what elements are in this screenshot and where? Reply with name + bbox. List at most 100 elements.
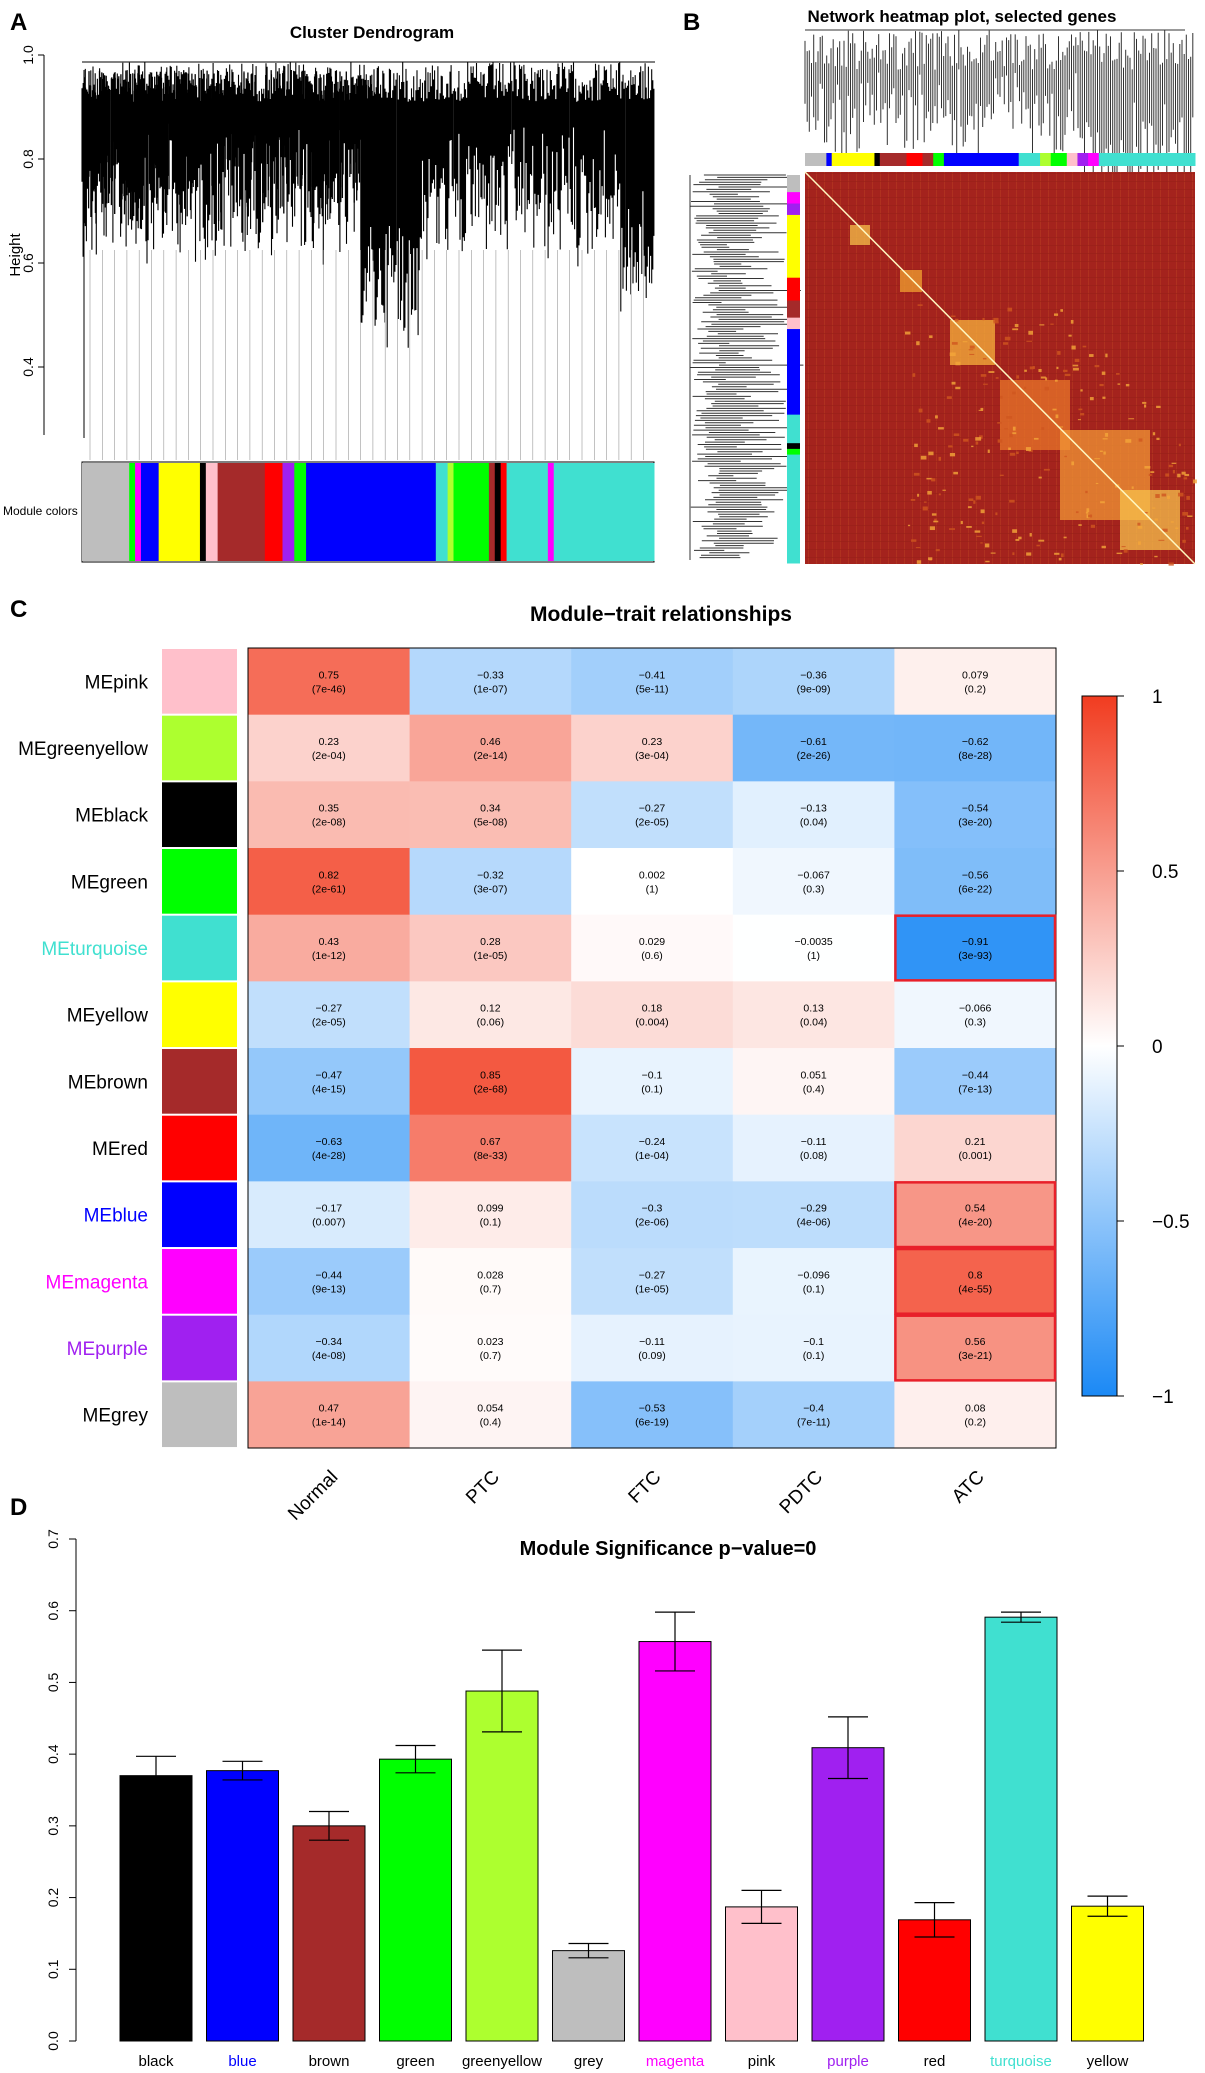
heatmap-row-MEmagenta: MEmagenta −0.44 (9e-13) 0.028 (0.7) −0.27 (1e-… [46,1248,1057,1316]
heatmap-speck [1101,371,1106,375]
heatmap-cell [571,1181,734,1249]
heatmap-speck [1175,527,1179,529]
side-color-segment [787,483,800,513]
cell-value: 0.56 [965,1336,986,1348]
module-color-segment [512,463,549,561]
cell-pvalue: (6e-19) [635,1417,669,1429]
heatmap-column-labels: Normal PTC FTC PDTC ATC [284,1467,989,1525]
heatmap-speck [1077,419,1081,421]
heatmap-speck [1155,494,1160,498]
cell-pvalue: (2e-14) [473,750,507,762]
heatmap-cell [409,648,572,716]
top-color-segment [1088,153,1100,166]
heatmap-speck [1102,438,1108,440]
cell-pvalue: (2e-26) [797,750,831,762]
cell-value: 0.67 [480,1136,501,1148]
highlight-box [894,1247,1057,1315]
cell-value: 0.028 [477,1269,503,1281]
heatmap-colorbar [1081,695,1118,1397]
cell-value: −0.24 [639,1136,666,1148]
heatmap-speck [1125,383,1130,387]
network-heatmap-diagonal [804,171,1196,565]
heatmap-rows: MEpink 0.75 (7e-46) −0.33 (1e-07) −0.41 (5e-11… [18,648,1057,1449]
heatmap-cell [894,1248,1057,1316]
cell-value: −0.61 [800,736,827,748]
heatmap-speck [1003,342,1008,345]
heatmap-speck [1016,451,1019,455]
cell-pvalue: (2e-06) [635,1217,669,1229]
heatmap-cell [248,781,411,849]
bar [811,1747,885,2042]
cell-value: 0.28 [480,936,501,948]
module-color-segment [547,463,555,561]
heatmap-cell [409,1181,572,1249]
cell-value: −0.62 [962,736,989,748]
row-color-swatch [162,782,237,848]
heatmap-speck [1057,426,1064,428]
cell-pvalue: (4e-28) [312,1150,346,1162]
y-tick-label: 0.0 [45,2031,61,2051]
heatmap-speck [1162,528,1168,532]
module-color-segment [506,463,513,561]
heatmap-speck [1080,389,1083,392]
dendrogram-title: Cluster Dendrogram [290,23,454,42]
heatmap-speck [1165,473,1170,477]
heatmap-speck [1100,501,1105,504]
module-color-segment [82,463,124,561]
cell-pvalue: (0.7) [480,1350,502,1362]
column-label: PDTC [776,1467,827,1518]
heatmap-speck [1009,433,1013,438]
top-color-segment [1130,153,1196,166]
row-color-swatch [162,982,237,1048]
column-label: ATC [948,1467,989,1508]
heatmap-cell [248,1181,411,1249]
row-color-swatch [162,915,237,981]
heatmap-speck [1138,541,1141,545]
y-tick-label: 0.6 [45,1601,61,1621]
cell-value: −0.067 [797,869,830,881]
heatmap-speck [1068,334,1072,337]
heatmap-speck [929,335,933,339]
cell-pvalue: (3e-20) [958,817,992,829]
cell-pvalue: (4e-06) [797,1217,831,1229]
cell-value: −0.44 [962,1069,989,1081]
cell-pvalue: (0.004) [635,1017,668,1029]
cell-value: −0.17 [316,1203,343,1215]
column-label: Normal [284,1467,342,1525]
top-color-segment [922,153,934,166]
heatmap-speck [1033,437,1039,440]
heatmap-row-MEturquoise: MEturquoise 0.43 (1e-12) 0.28 (1e-05) 0.029 (0… [41,914,1057,982]
cell-value: −0.27 [639,803,666,815]
heatmap-speck [1080,413,1085,416]
heatmap-cell [894,714,1057,782]
module-color-segment [205,463,219,561]
cell-pvalue: (0.06) [477,1017,504,1029]
y-tick-label: 0.3 [45,1816,61,1836]
top-color-segment [1050,153,1068,166]
cell-pvalue: (0.001) [959,1150,992,1162]
heatmap-speck [987,449,990,453]
cell-value: −0.1 [803,1336,824,1348]
module-color-segment [500,463,508,561]
cell-pvalue: (1e-12) [312,950,346,962]
heatmap-speck [928,557,933,561]
heatmap-cell [248,914,411,982]
heatmap-cell [732,648,895,716]
heatmap-speck [1064,455,1067,458]
side-color-segment [787,448,800,456]
cell-value: 0.029 [639,936,665,948]
heatmap-speck [934,518,937,523]
heatmap-speck [1156,405,1161,409]
cell-value: −0.44 [316,1269,343,1281]
side-color-segment [787,357,800,387]
cell-value: 0.18 [642,1003,663,1015]
heatmap-speck [1054,379,1058,382]
heatmap-speck [1184,473,1190,477]
heatmap-cell [571,648,734,716]
heatmap-speck [1140,563,1143,565]
heatmap-speck [983,383,988,385]
heatmap-speck [953,433,960,437]
heatmap-speck [914,443,918,448]
heatmap-speck [1014,323,1019,328]
module-color-segment [477,463,490,561]
